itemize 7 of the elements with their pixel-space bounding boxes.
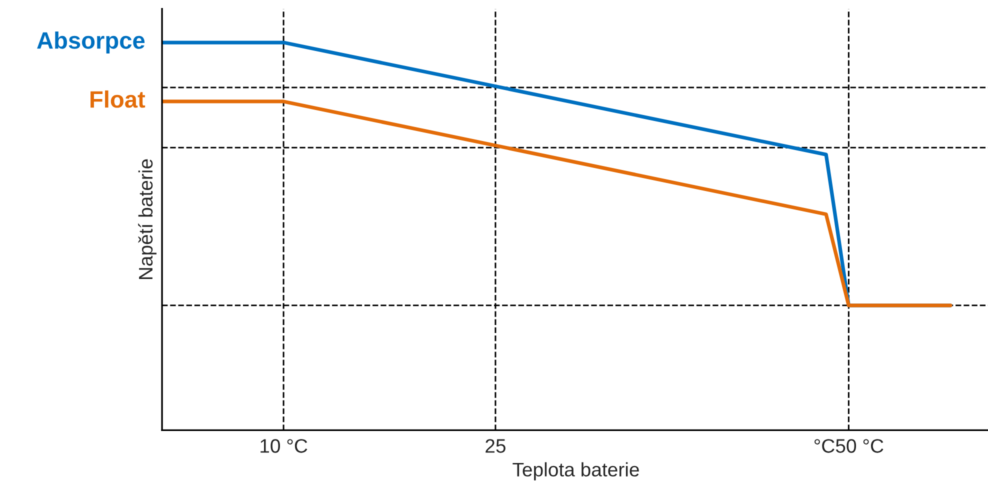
y-axis-title: Napětí baterie [138, 159, 156, 279]
series-label: Absorpce [37, 32, 145, 54]
x-axis-title: Teplota baterie [512, 462, 639, 480]
x-tick-label: °C50 °C [814, 439, 884, 453]
x-tick-label: 10 °C [260, 439, 308, 453]
x-tick-label: 25 [486, 439, 506, 453]
series-label: Float [90, 90, 146, 108]
